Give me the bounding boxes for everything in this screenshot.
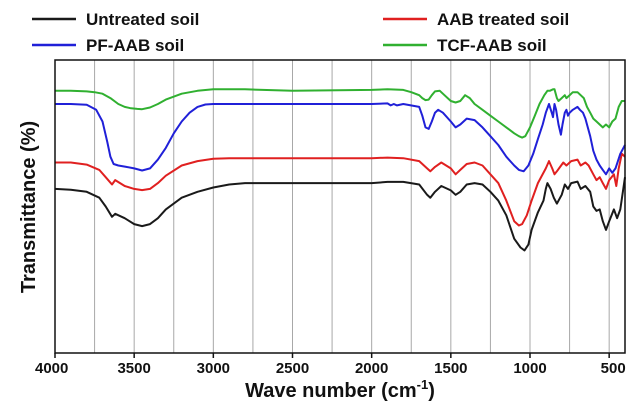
x-tick-label: 3000 <box>197 360 230 377</box>
legend-label-tcf-aab-soil: TCF-AAB soil <box>437 36 547 55</box>
x-tick-label: 1500 <box>434 360 467 377</box>
x-axis-title-main: Wave number (cm <box>245 380 417 402</box>
x-tick-label: 1000 <box>513 360 546 377</box>
series-line-tcf-aab-soil <box>55 88 625 139</box>
x-tick-label: 4000 <box>35 360 68 377</box>
x-axis-ticks: 4000 3500 3000 2500 2000 1500 1000 500 <box>35 353 626 377</box>
x-tick-label: 500 <box>601 360 626 377</box>
plot-frame <box>54 59 626 354</box>
x-tick-label: 2500 <box>276 360 309 377</box>
x-tick-label: 2000 <box>355 360 388 377</box>
x-tick-label: 3500 <box>117 360 150 377</box>
series-line-aab-treated-soil <box>55 152 626 227</box>
x-axis-title-close: ) <box>428 380 435 402</box>
x-axis-title: Wave number (cm-1) <box>245 377 435 402</box>
legend-label-pf-aab-soil: PF-AAB soil <box>86 36 184 55</box>
series-lines <box>54 88 626 252</box>
x-axis-title-superscript: -1 <box>417 377 429 392</box>
legend-label-untreated-soil: Untreated soil <box>86 10 199 29</box>
legend: Untreated soil AAB treated soil PF-AAB s… <box>32 10 569 55</box>
series-line-pf-aab-soil <box>55 102 626 176</box>
y-axis-title: Transmittance (%) <box>18 121 40 293</box>
legend-label-aab-treated-soil: AAB treated soil <box>437 10 569 29</box>
series-line-untreated-soil <box>54 177 626 252</box>
